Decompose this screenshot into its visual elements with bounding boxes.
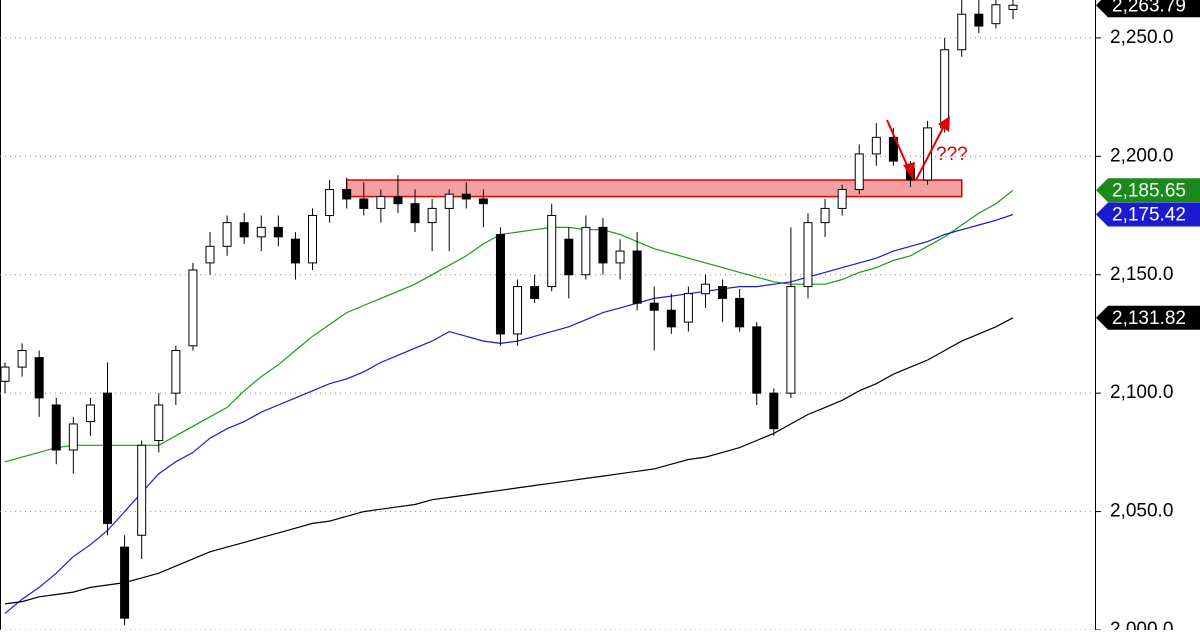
annotation: ???	[936, 144, 968, 165]
candle-body	[171, 350, 181, 394]
price-tag-label: 2,185.65	[1112, 180, 1186, 201]
candle-body	[752, 326, 762, 394]
candle-body	[410, 203, 420, 224]
candle-body	[513, 286, 523, 335]
candle-body	[632, 250, 642, 304]
candle-body	[17, 350, 27, 368]
candle-body	[735, 297, 745, 328]
candle-body	[803, 222, 813, 288]
candle-body	[461, 193, 471, 200]
candle-body	[991, 4, 1001, 25]
resistance-zone	[345, 179, 963, 198]
y-tick-label: 2,200.0	[1110, 145, 1173, 166]
candle-body	[393, 196, 403, 205]
candle-body	[222, 222, 232, 247]
candle-body	[957, 13, 967, 51]
y-tick-label: 2,150.0	[1110, 264, 1173, 285]
candle-body	[974, 13, 984, 27]
candle-body	[854, 153, 864, 190]
candle-body	[444, 193, 454, 209]
y-tick-label: 2,000.0	[1110, 619, 1173, 630]
candle-body	[68, 423, 78, 451]
price-tag	[1096, 178, 1200, 203]
candle-body	[871, 136, 881, 155]
arrow-up	[915, 125, 945, 181]
candle-body	[530, 286, 540, 299]
candle-body	[700, 283, 710, 295]
y-tick-label: 2,100.0	[1110, 382, 1173, 403]
candle-body	[888, 136, 898, 162]
candle-body	[940, 49, 950, 129]
candle-body	[188, 269, 198, 347]
candle-body	[820, 207, 830, 224]
price-tag-label: 2,263.79	[1112, 0, 1186, 16]
candle-body	[342, 188, 352, 200]
y-tick-label: 2,050.0	[1110, 501, 1173, 522]
candle-body	[256, 226, 266, 238]
candle-body	[683, 293, 693, 323]
candle-body	[325, 188, 335, 217]
candle-body	[837, 188, 847, 209]
moving-average	[4, 213, 1014, 614]
candle-body	[359, 198, 369, 209]
candle-body	[205, 245, 215, 264]
candle-body	[376, 196, 386, 209]
candle-body	[51, 404, 61, 451]
price-tag	[1096, 202, 1200, 227]
candle-body	[598, 226, 608, 264]
candle-body	[564, 238, 574, 276]
candle-body	[154, 404, 164, 442]
candle-body	[85, 404, 95, 423]
candle-body	[103, 392, 113, 524]
arrow-head	[903, 162, 915, 180]
candle-body	[239, 222, 249, 238]
candle-body	[769, 392, 779, 430]
candle-body	[495, 233, 505, 335]
candle-body	[290, 238, 300, 264]
y-tick-label: 2,250.0	[1110, 27, 1173, 48]
arrow-down	[886, 119, 911, 173]
candle-body	[34, 357, 44, 399]
price-tag	[1096, 0, 1200, 18]
price-tag	[1096, 305, 1200, 330]
moving-average	[4, 317, 1014, 605]
candle-body	[923, 127, 933, 181]
candle-body	[137, 444, 147, 536]
candle-body	[308, 215, 318, 264]
candle-body	[120, 546, 130, 619]
candle-body	[786, 286, 796, 394]
candle-body	[718, 286, 728, 299]
moving-average	[4, 189, 1014, 463]
candle-body	[427, 207, 437, 224]
candle-body	[1008, 4, 1018, 10]
candle-body	[666, 309, 676, 328]
candle-body	[649, 302, 659, 311]
candle-body	[581, 226, 591, 276]
price-tag-label: 2,131.82	[1112, 308, 1186, 329]
price-tag-label: 2,175.42	[1112, 205, 1186, 226]
candle-body	[0, 366, 10, 382]
candle-body	[615, 250, 625, 264]
candle-body	[273, 226, 283, 238]
arrow-head	[938, 116, 950, 132]
candle-body	[478, 198, 488, 205]
candle-body	[547, 215, 557, 288]
